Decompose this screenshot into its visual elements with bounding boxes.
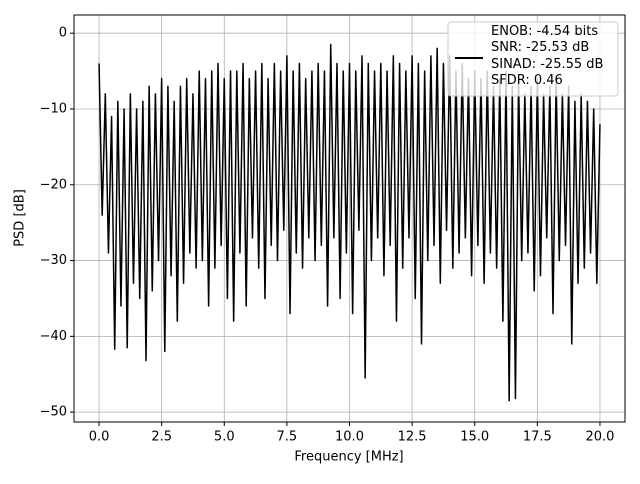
x-tick-label: 12.5 bbox=[398, 430, 427, 445]
psd-line bbox=[98, 43, 601, 402]
y-tick-label: 0 bbox=[59, 26, 67, 41]
y-tick-label: −30 bbox=[40, 253, 67, 268]
x-tick-label: 15.0 bbox=[460, 430, 489, 445]
x-tick-label: 2.5 bbox=[151, 430, 172, 445]
y-axis-label: PSD [dB] bbox=[13, 189, 28, 247]
y-tick-label: −10 bbox=[40, 101, 67, 116]
x-tick-label: 20.0 bbox=[585, 430, 614, 445]
y-tick-label: −40 bbox=[40, 329, 67, 344]
legend: ENOB: -4.54 bits SNR: -25.53 dB SINAD: -… bbox=[447, 21, 619, 97]
legend-label-box: ENOB: -4.54 bits SNR: -25.53 dB SINAD: -… bbox=[491, 24, 604, 88]
legend-frame bbox=[447, 21, 619, 97]
x-axis-label: Frequency [MHz] bbox=[294, 450, 403, 465]
x-tick-label: 0.0 bbox=[89, 430, 110, 445]
legend-label: ENOB: -4.54 bits SNR: -25.53 dB SINAD: -… bbox=[491, 24, 604, 88]
x-tick-label: 7.5 bbox=[277, 430, 298, 445]
x-tick-label: 17.5 bbox=[523, 430, 552, 445]
y-tick-label: −20 bbox=[40, 177, 67, 192]
y-tick-label: −50 bbox=[40, 405, 67, 420]
x-tick-label: 10.0 bbox=[335, 430, 364, 445]
x-tick-label: 5.0 bbox=[214, 430, 235, 445]
